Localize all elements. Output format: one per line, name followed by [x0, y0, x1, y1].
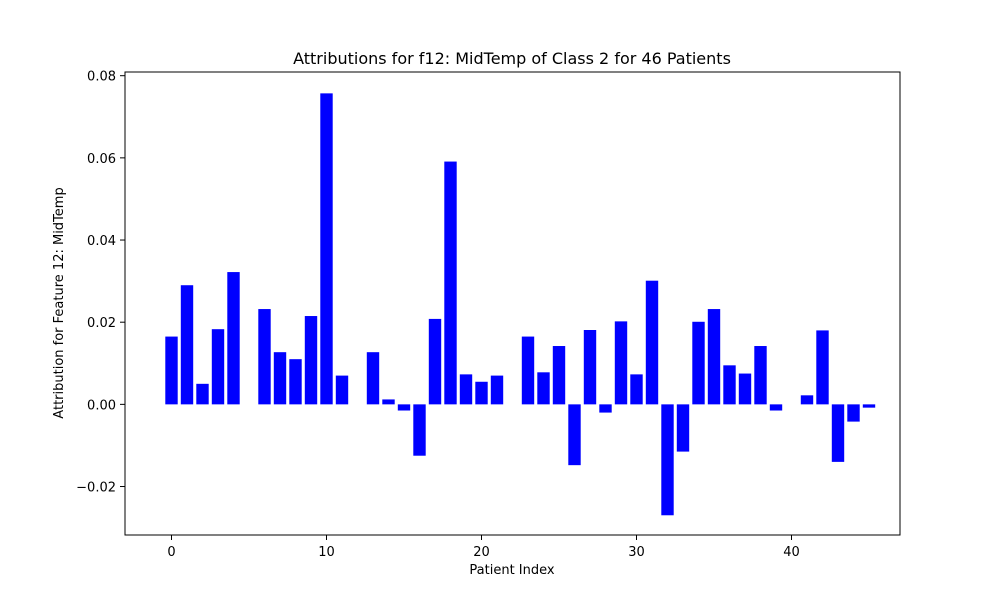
bar-patient-41	[800, 395, 814, 405]
bar-patient-0	[165, 336, 178, 405]
bar-patient-27	[583, 330, 597, 405]
bar-patient-36	[723, 365, 736, 405]
bar-patient-45	[862, 404, 876, 408]
bar-patient-26	[568, 404, 581, 466]
y-tick-label: 0.00	[87, 398, 116, 413]
bar-patient-18	[444, 161, 457, 405]
bar-patient-25	[552, 346, 566, 405]
y-tick-label: 0.02	[87, 316, 116, 331]
bar-patient-42	[816, 330, 829, 405]
bar-patient-1	[180, 285, 194, 405]
bars-group	[165, 93, 876, 516]
plot-frame	[124, 71, 901, 536]
bar-patient-3	[211, 329, 225, 405]
bar-patient-32	[661, 404, 674, 516]
bar-patient-11	[335, 375, 349, 405]
bar-patient-2	[196, 383, 209, 405]
x-tick-label: 0	[167, 545, 175, 560]
x-axis-ticks: 0 10 20 30 40	[167, 535, 800, 560]
bar-patient-35	[707, 309, 721, 405]
bar-patient-15	[397, 404, 411, 411]
bar-patient-7	[273, 352, 287, 405]
x-tick-label: 10	[318, 545, 335, 560]
y-axis-label: Attribution for Feature 12: MidTemp	[52, 187, 67, 418]
bar-patient-14	[382, 399, 395, 405]
bar-patient-10	[320, 93, 333, 405]
y-tick-label: −0.02	[76, 481, 116, 496]
x-tick-label: 20	[473, 545, 490, 560]
bar-patient-19	[459, 374, 473, 405]
bar-patient-20	[475, 381, 488, 405]
bar-patient-30	[630, 374, 643, 405]
bar-patient-6	[258, 309, 271, 405]
bar-patient-8	[289, 359, 302, 405]
bar-patient-24	[537, 372, 550, 405]
bar-patient-4	[227, 272, 240, 405]
bar-patient-37	[738, 373, 752, 405]
chart-title: Attributions for f12: MidTemp of Class 2…	[293, 49, 731, 68]
bar-patient-16	[413, 404, 426, 456]
bar-patient-21	[490, 375, 504, 405]
y-tick-label: 0.08	[87, 70, 116, 85]
y-tick-label: 0.06	[87, 152, 116, 167]
y-tick-label: 0.04	[87, 234, 116, 249]
bar-patient-29	[614, 321, 628, 405]
x-tick-label: 40	[783, 545, 800, 560]
bar-patient-23	[521, 336, 535, 405]
bar-patient-9	[304, 316, 318, 405]
bar-patient-31	[645, 280, 659, 405]
bar-patient-33	[676, 404, 690, 452]
bar-patient-13	[366, 352, 380, 405]
x-tick-label: 30	[628, 545, 645, 560]
bar-patient-34	[692, 321, 705, 405]
bar-patient-39	[769, 404, 783, 411]
bar-patient-44	[847, 404, 860, 422]
bar-patient-38	[754, 346, 767, 405]
bar-patient-43	[831, 404, 845, 462]
bar-patient-17	[428, 318, 442, 405]
bar-patient-28	[599, 404, 612, 413]
y-axis-ticks: −0.02 0.00 0.02 0.04 0.06 0.08	[76, 70, 125, 496]
x-axis-label: Patient Index	[469, 563, 554, 578]
